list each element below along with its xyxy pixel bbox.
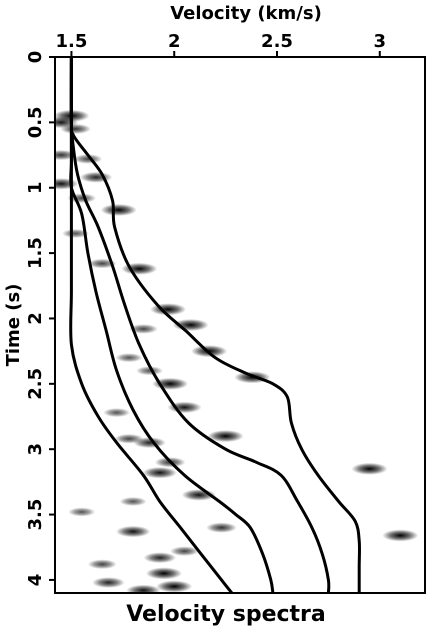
y-tick-label: 4: [25, 574, 46, 587]
x-tick-label: 2: [168, 31, 181, 52]
semblance-peak: [60, 123, 91, 135]
semblance-peak: [68, 507, 96, 517]
y-tick-label: 2: [25, 312, 46, 325]
semblance-peak: [92, 577, 125, 588]
y-tick-label: 1: [25, 181, 46, 194]
semblance-peak: [100, 203, 137, 216]
plot-frame: [54, 56, 426, 594]
semblance-peak: [128, 324, 158, 334]
velocity-curves: [69, 57, 362, 593]
x-tick-label: 2.5: [261, 31, 293, 52]
semblance-peak: [382, 529, 419, 542]
semblance-peaks: [55, 109, 419, 593]
semblance-peak: [136, 366, 164, 376]
velocity-curve: [69, 57, 275, 593]
velocity-curve: [69, 57, 362, 593]
semblance-peak: [73, 154, 103, 164]
y-tick-label: 3.5: [25, 499, 46, 531]
y-axis-title: Time (s): [3, 284, 24, 367]
y-axis-ticks: 0 0.5 1 1.5 2 2.5 3 3.5 4: [25, 51, 55, 586]
semblance-peak: [351, 462, 388, 475]
x-tick-label: 1.5: [55, 31, 87, 52]
semblance-peak: [62, 228, 90, 238]
y-tick-label: 0: [25, 51, 46, 64]
semblance-peak: [103, 408, 131, 418]
semblance-peak: [115, 353, 143, 363]
semblance-peak: [143, 552, 177, 564]
y-tick-label: 2.5: [25, 368, 46, 400]
chart-caption: Velocity spectra: [126, 602, 326, 627]
semblance-peak: [150, 303, 187, 316]
semblance-peak: [126, 584, 161, 593]
x-tick-label: 3: [374, 31, 387, 52]
velocity-curve: [69, 57, 331, 593]
semblance-peak: [119, 496, 147, 506]
semblance-peak: [145, 567, 182, 580]
semblance-peak: [116, 525, 151, 538]
semblance-peak: [87, 559, 117, 570]
y-tick-label: 0.5: [25, 106, 46, 138]
semblance-peak: [206, 522, 237, 533]
semblance-peak: [79, 171, 113, 183]
semblance-peak: [142, 467, 177, 479]
semblance-peak: [156, 580, 193, 593]
y-tick-label: 3: [25, 443, 46, 456]
y-tick-label: 1.5: [25, 237, 46, 269]
semblance-peak: [207, 430, 244, 443]
x-axis-ticks: 1.5 2 2.5 3: [55, 31, 386, 57]
x-axis-title: Velocity (km/s): [170, 3, 322, 24]
semblance-peak: [170, 546, 199, 556]
